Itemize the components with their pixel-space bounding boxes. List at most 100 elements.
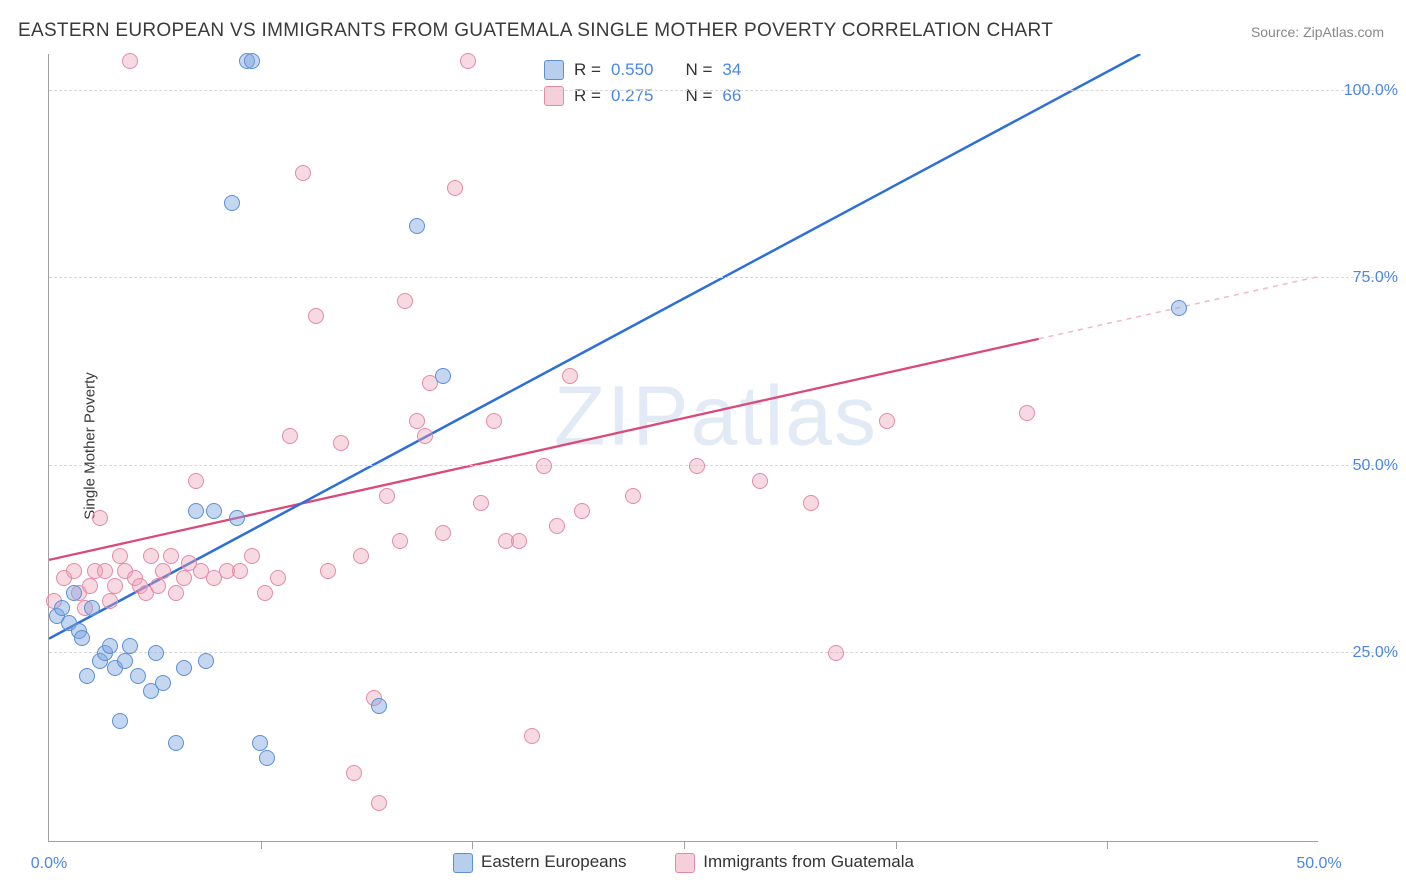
data-point-pink [803, 495, 819, 511]
data-point-pink [188, 473, 204, 489]
y-tick-label: 75.0% [1328, 269, 1398, 287]
data-point-blue [148, 645, 164, 661]
data-point-pink [409, 413, 425, 429]
x-tick-mark [1107, 841, 1108, 849]
legend-label-pink: Immigrants from Guatemala [703, 852, 914, 871]
data-point-pink [511, 533, 527, 549]
data-point-pink [486, 413, 502, 429]
x-tick-mark [684, 841, 685, 849]
data-point-pink [549, 518, 565, 534]
data-point-pink [295, 165, 311, 181]
data-point-pink [102, 593, 118, 609]
data-point-pink [392, 533, 408, 549]
legend-item-blue: Eastern Europeans [453, 852, 631, 871]
data-point-blue [371, 698, 387, 714]
gridline [49, 652, 1389, 653]
data-point-pink [308, 308, 324, 324]
data-point-pink [163, 548, 179, 564]
data-point-pink [1019, 405, 1035, 421]
data-point-pink [320, 563, 336, 579]
legend-label-blue: Eastern Europeans [481, 852, 627, 871]
data-point-blue [102, 638, 118, 654]
data-point-blue [155, 675, 171, 691]
x-tick-mark [896, 841, 897, 849]
data-point-blue [117, 653, 133, 669]
data-point-pink [828, 645, 844, 661]
data-point-pink [536, 458, 552, 474]
data-point-pink [270, 570, 286, 586]
legend-row-blue: R = 0.550 N = 34 [544, 57, 741, 83]
data-point-pink [625, 488, 641, 504]
data-point-pink [112, 548, 128, 564]
y-tick-label: 100.0% [1328, 82, 1398, 100]
data-point-pink [752, 473, 768, 489]
y-tick-label: 25.0% [1328, 644, 1398, 662]
data-point-blue [1171, 300, 1187, 316]
legend-swatch-blue-icon [453, 853, 473, 873]
data-point-pink [168, 585, 184, 601]
data-point-blue [66, 585, 82, 601]
data-point-pink [257, 585, 273, 601]
data-point-pink [282, 428, 298, 444]
data-point-pink [155, 563, 171, 579]
x-tick-mark [261, 841, 262, 849]
data-point-pink [66, 563, 82, 579]
x-tick-label: 0.0% [31, 855, 67, 873]
data-point-blue [198, 653, 214, 669]
data-point-blue [229, 510, 245, 526]
data-point-blue [74, 630, 90, 646]
trend-line [49, 339, 1039, 560]
series-legend: Eastern Europeans Immigrants from Guatem… [49, 852, 1318, 873]
trend-line [49, 54, 1140, 639]
data-point-blue [122, 638, 138, 654]
data-point-pink [92, 510, 108, 526]
data-point-pink [447, 180, 463, 196]
r-value-blue: 0.550 [611, 60, 654, 80]
data-point-blue [409, 218, 425, 234]
data-point-blue [259, 750, 275, 766]
watermark: ZIPatlas [554, 368, 878, 465]
data-point-pink [150, 578, 166, 594]
trend-lines [49, 54, 1318, 841]
data-point-blue [54, 600, 70, 616]
data-point-pink [122, 53, 138, 69]
legend-row-pink: R = 0.275 N = 66 [544, 83, 741, 109]
watermark-atlas: atlas [691, 369, 878, 463]
data-point-pink [379, 488, 395, 504]
data-point-blue [79, 668, 95, 684]
data-point-pink [346, 765, 362, 781]
data-point-blue [252, 735, 268, 751]
data-point-blue [130, 668, 146, 684]
data-point-blue [112, 713, 128, 729]
data-point-blue [176, 660, 192, 676]
x-tick-mark [472, 841, 473, 849]
data-point-blue [435, 368, 451, 384]
data-point-pink [82, 578, 98, 594]
data-point-pink [397, 293, 413, 309]
data-point-pink [333, 435, 349, 451]
data-point-blue [84, 600, 100, 616]
data-point-pink [879, 413, 895, 429]
gridline [49, 277, 1389, 278]
n-label: N = [685, 60, 712, 80]
data-point-pink [97, 563, 113, 579]
gridline [49, 465, 1389, 466]
data-point-pink [562, 368, 578, 384]
data-point-pink [460, 53, 476, 69]
watermark-zip: ZIP [554, 369, 691, 463]
data-point-pink [232, 563, 248, 579]
data-point-blue [206, 503, 222, 519]
data-point-pink [574, 503, 590, 519]
data-point-pink [524, 728, 540, 744]
data-point-blue [244, 53, 260, 69]
data-point-blue [224, 195, 240, 211]
data-point-pink [143, 548, 159, 564]
correlation-legend: R = 0.550 N = 34 R = 0.275 N = 66 [544, 57, 741, 109]
legend-swatch-blue [544, 60, 564, 80]
data-point-pink [417, 428, 433, 444]
data-point-blue [168, 735, 184, 751]
scatter-plot-area: ZIPatlas R = 0.550 N = 34 R = 0.275 N = … [48, 54, 1318, 842]
data-point-pink [244, 548, 260, 564]
data-point-blue [188, 503, 204, 519]
data-point-pink [107, 578, 123, 594]
